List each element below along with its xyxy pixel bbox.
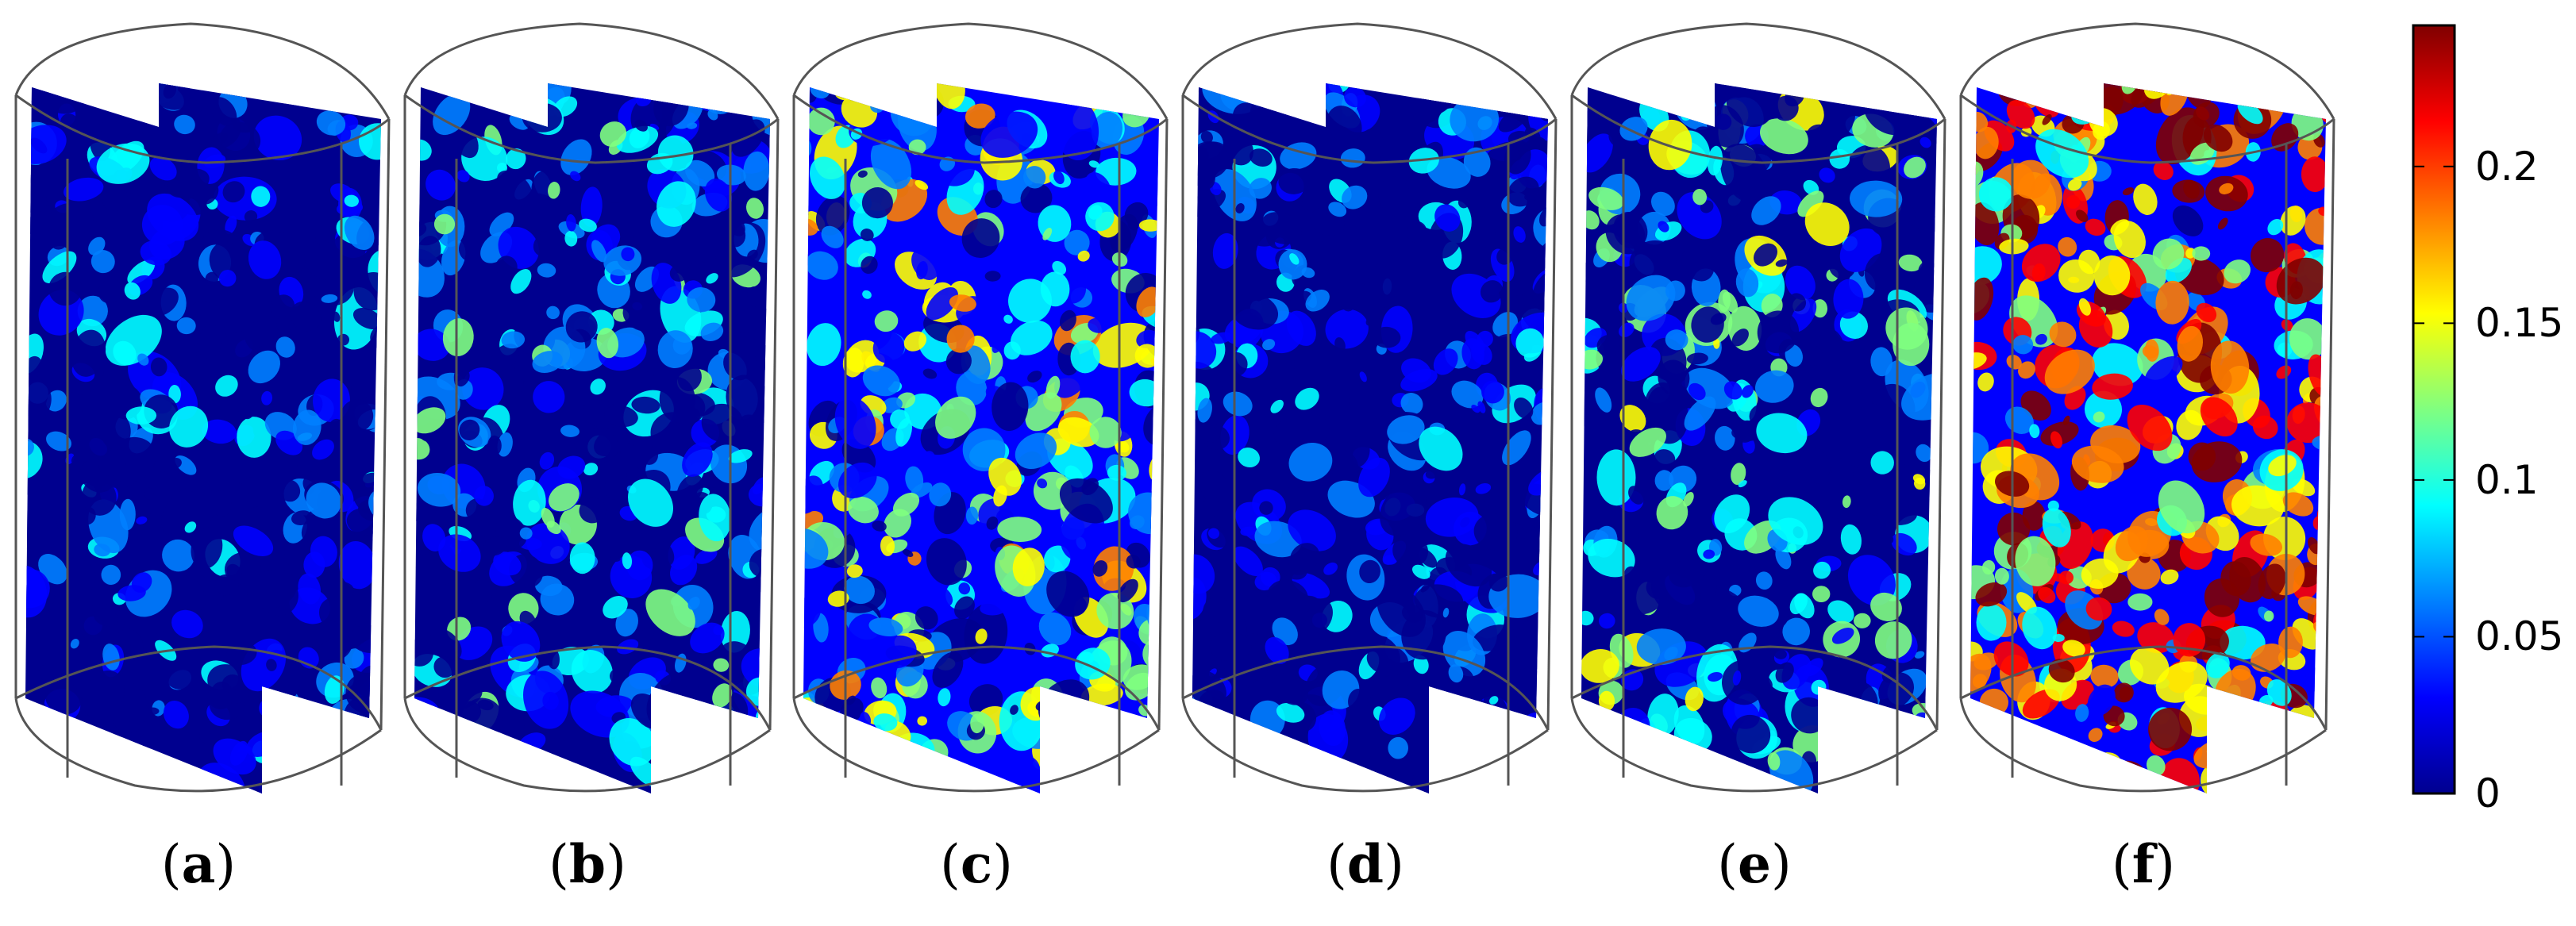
panel-label-f: (f): [2064, 833, 2223, 895]
panel-b: [403, 22, 780, 793]
label-close-paren: ): [2154, 834, 2175, 895]
panel-label-a: (a): [119, 833, 278, 895]
cylinder-outline: [14, 22, 391, 793]
colorbar-tick-label: 0.2: [2475, 143, 2539, 190]
panel-label-c: (c): [897, 833, 1056, 895]
label-open-paren: (: [1327, 834, 1347, 895]
colorbar-tick-label: 0.05: [2475, 613, 2564, 660]
colorbar-tick-label: 0.15: [2475, 300, 2564, 347]
colorbar-gradient: [2412, 24, 2456, 795]
panel-label-e: (e): [1675, 833, 1834, 895]
panel-c: [792, 22, 1169, 793]
colorbar: [2412, 24, 2456, 795]
label-letter: d: [1346, 833, 1384, 895]
label-letter: b: [568, 833, 606, 895]
label-letter: f: [2131, 833, 2155, 895]
label-letter: a: [181, 833, 216, 895]
label-close-paren: ): [992, 834, 1013, 895]
label-close-paren: ): [1771, 834, 1792, 895]
label-open-paren: (: [160, 834, 182, 895]
label-close-paren: ): [215, 834, 237, 895]
panel-d: [1181, 22, 1558, 793]
label-letter: c: [960, 833, 993, 895]
label-open-paren: (: [549, 834, 569, 895]
label-close-paren: ): [1384, 834, 1404, 895]
panel-e: [1570, 22, 1946, 793]
colorbar-tick-label: 0.1: [2475, 456, 2539, 503]
label-letter: e: [1738, 833, 1771, 895]
panel-label-b: (b): [508, 833, 667, 895]
label-open-paren: (: [1717, 834, 1738, 895]
cylinder-outline: [1570, 22, 1946, 793]
panel-a: [14, 22, 391, 793]
label-close-paren: ): [606, 834, 626, 895]
field-pattern: [803, 83, 1159, 793]
cylinder-outline: [792, 22, 1169, 793]
field-pattern: [1970, 83, 2326, 793]
cylinder-outline: [1959, 22, 2335, 793]
cylinder-outline: [1181, 22, 1558, 793]
label-open-paren: (: [940, 834, 961, 895]
panel-f: [1959, 22, 2335, 793]
cylinder-outline: [403, 22, 780, 793]
field-pattern: [1192, 83, 1548, 793]
panel-label-d: (d): [1286, 833, 1445, 895]
colorbar-tick-label: 0: [2475, 770, 2501, 816]
label-open-paren: (: [2112, 834, 2132, 895]
